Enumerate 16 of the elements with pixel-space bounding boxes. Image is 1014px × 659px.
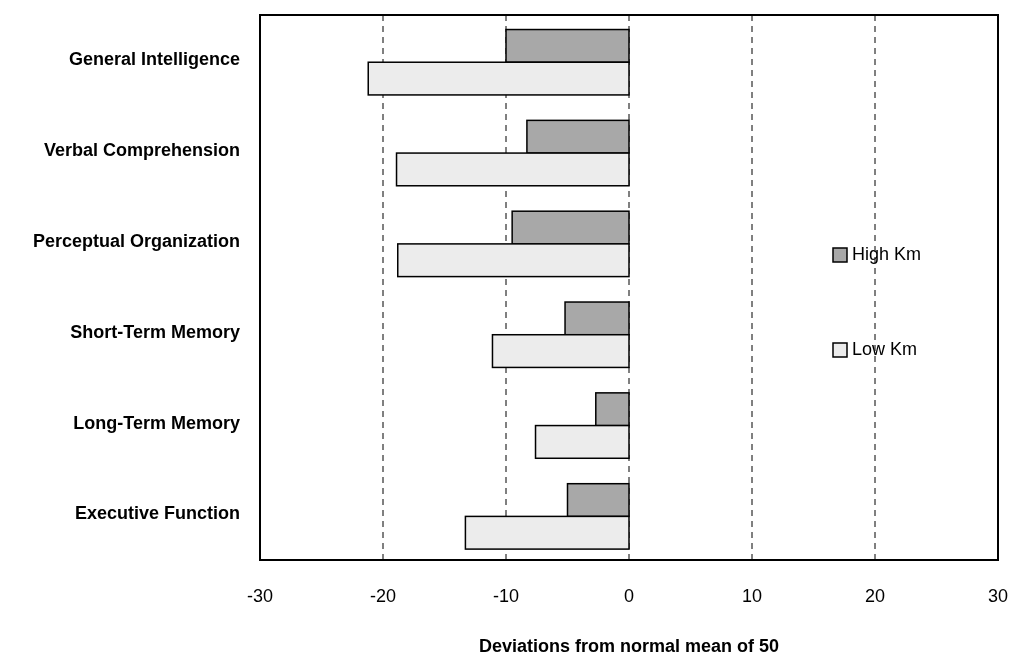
y-tick-label: Perceptual Organization [32,230,240,251]
y-tick-label: Verbal Comprehension [43,140,240,160]
x-tick-label: 30 [987,586,1009,606]
y-tick-label: Executive Function [74,503,240,524]
x-tick-label: -10 [492,586,520,606]
x-tick-label: 10 [741,586,763,606]
legend-label: Low Km [852,338,918,359]
y-tick-label: General Intelligence [68,49,240,70]
legend-label: High Km [852,243,922,264]
x-tick-label: 20 [864,586,886,606]
x-tick-label: 0 [623,586,635,606]
y-tick-label: Long-Term Memory [73,412,240,433]
x-axis-title: Deviations from normal mean of 50 [478,636,780,656]
x-tick-label: -30 [246,586,274,606]
y-tick-label: Short-Term Memory [70,321,240,342]
x-tick-label: -20 [369,586,397,606]
